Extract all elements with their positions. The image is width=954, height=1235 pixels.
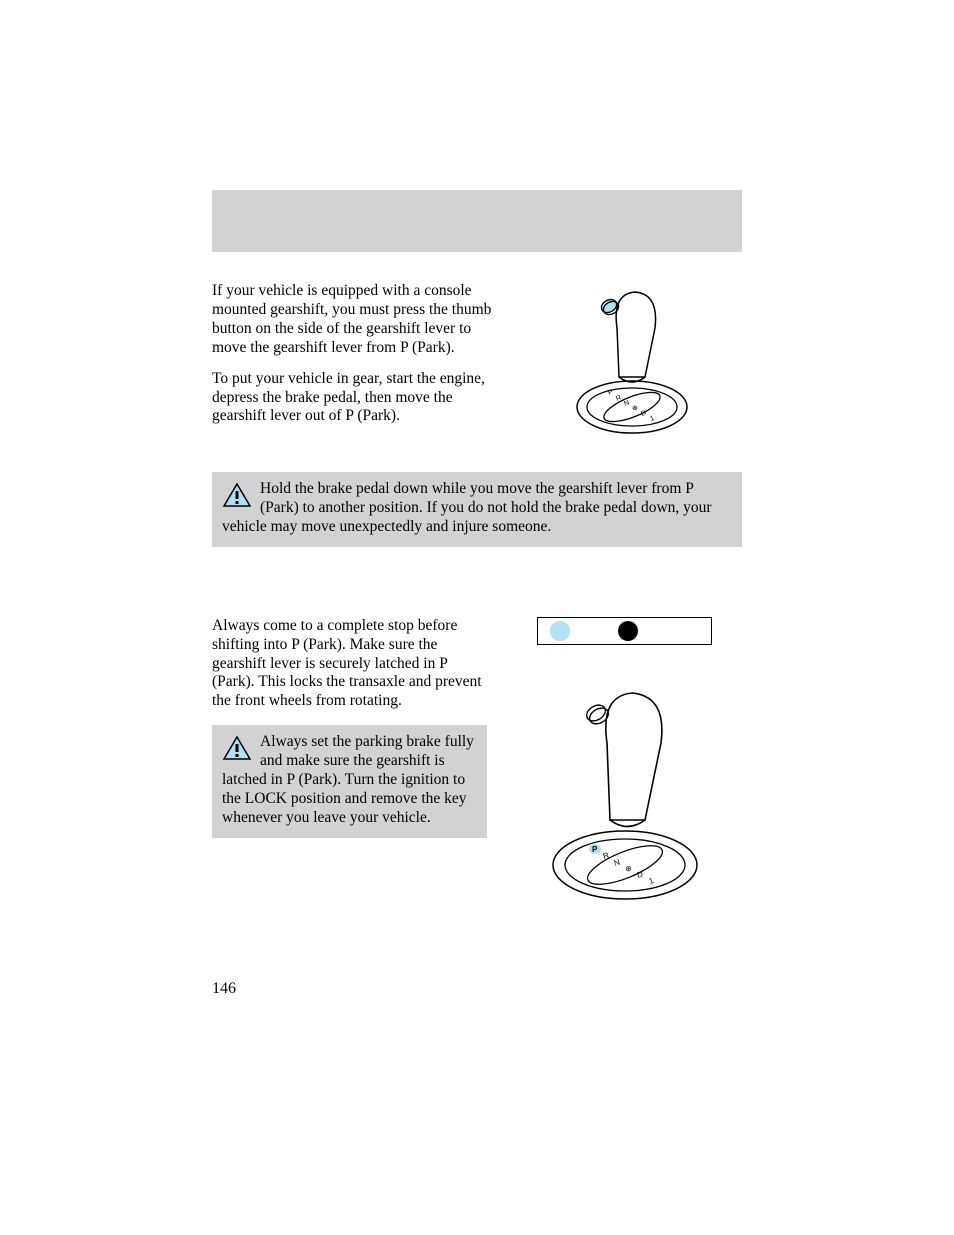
gearshift-illustration-2: P R N ⊕ D 1: [525, 685, 725, 915]
paragraph: Always come to a complete stop before sh…: [212, 617, 487, 712]
warning-text: Hold the brake pedal down while you move…: [222, 480, 712, 535]
page-content: If your vehicle is equipped with a conso…: [212, 190, 742, 915]
warning-box-1: Hold the brake pedal down while you move…: [212, 472, 742, 547]
paragraph: To put your vehicle in gear, start the e…: [212, 370, 502, 427]
warning-icon: [222, 735, 252, 761]
gearshift-illustration-1: P R N ⊕ D 1: [547, 282, 717, 452]
right-column: P R N ⊕ D 1: [507, 617, 742, 915]
indicator-dot-dark: [618, 621, 638, 641]
warning-text: Always set the parking brake fully and m…: [222, 733, 474, 826]
warning-icon: [222, 482, 252, 508]
svg-text:P: P: [592, 845, 598, 854]
text-column-1: If your vehicle is equipped with a conso…: [212, 282, 502, 452]
section-1: If your vehicle is equipped with a conso…: [212, 282, 742, 452]
header-bar: [212, 190, 742, 252]
left-column: Always come to a complete stop before sh…: [212, 617, 487, 915]
warning-box-2: Always set the parking brake fully and m…: [212, 725, 487, 838]
illustration-column: P R N ⊕ D 1: [522, 282, 742, 452]
paragraph: If your vehicle is equipped with a conso…: [212, 282, 502, 358]
page-number: 146: [212, 980, 236, 998]
indicator-dot-light: [550, 621, 570, 641]
section-2: Always come to a complete stop before sh…: [212, 617, 742, 915]
brake-indicator: [537, 617, 712, 645]
